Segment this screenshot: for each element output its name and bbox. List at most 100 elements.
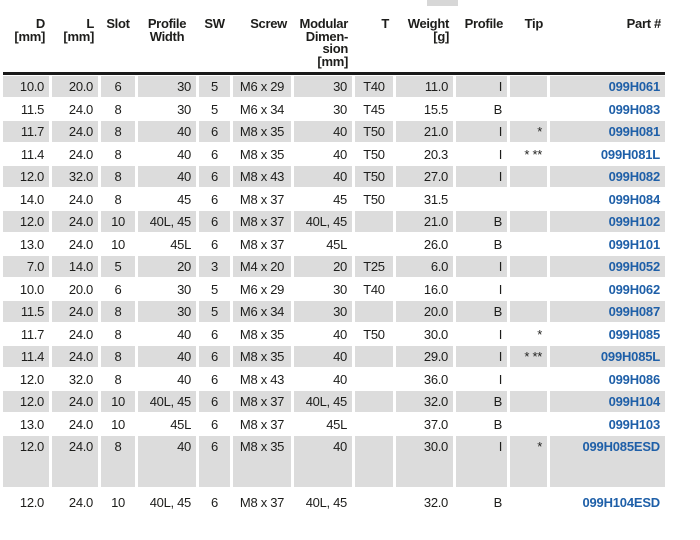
cell-profile: I xyxy=(498,146,503,162)
cell-tip xyxy=(510,166,547,187)
cell-slot: 10 xyxy=(111,416,125,432)
cell-sw: 6 xyxy=(211,236,218,252)
part-number-link[interactable]: 099H102 xyxy=(550,211,665,232)
cell-modular_dimension: 30 xyxy=(294,301,352,322)
cell-d: 10.0 xyxy=(19,281,44,297)
cell-l: 24.0 xyxy=(52,436,98,487)
cell-weight: 30.0 xyxy=(423,326,448,342)
cell-modular_dimension: 40 xyxy=(333,371,347,387)
cell-l: 14.0 xyxy=(52,256,98,277)
part-number-link[interactable]: 099H087 xyxy=(550,301,665,322)
part-number-link[interactable]: 099H052 xyxy=(550,256,665,277)
cell-d: 10.0 xyxy=(3,76,49,97)
cell-modular_dimension: 45 xyxy=(333,191,347,207)
cell-profile_width: 40 xyxy=(177,371,191,387)
cell-l: 24.0 xyxy=(68,146,93,162)
cell-weight: 27.0 xyxy=(396,166,453,187)
cell-modular_dimension: 20 xyxy=(294,256,352,277)
cell-screw: M6 x 29 xyxy=(233,76,291,97)
cell-tip: * xyxy=(510,436,547,487)
cell-tip xyxy=(510,301,547,322)
cell-l: 20.0 xyxy=(52,76,98,97)
part-number-link[interactable]: 099H085L xyxy=(550,346,665,367)
cell-t: T50 xyxy=(363,326,385,342)
cell-profile_width: 40L, 45 xyxy=(149,495,192,510)
cell-sw: 6 xyxy=(211,191,218,207)
cell-weight: 29.0 xyxy=(396,346,453,367)
cell-sw: 5 xyxy=(199,301,230,322)
cell-weight: 11.0 xyxy=(396,76,453,97)
cell-screw: M4 x 20 xyxy=(233,256,291,277)
cell-t xyxy=(355,301,393,322)
cell-profile: B xyxy=(493,416,503,432)
cell-screw: M8 x 37 xyxy=(239,191,285,207)
part-number-link[interactable]: 099H104ESD xyxy=(582,495,661,510)
part-number-link[interactable]: 099H085 xyxy=(608,326,661,342)
col-header-weight: Weight [g] xyxy=(407,16,450,44)
col-header-t: T xyxy=(381,16,389,31)
cell-weight: 26.0 xyxy=(423,236,448,252)
cell-slot: 5 xyxy=(101,256,135,277)
cell-t: T50 xyxy=(355,166,393,187)
cell-d: 14.0 xyxy=(19,191,44,207)
cell-l: 32.0 xyxy=(68,371,93,387)
cell-t: T25 xyxy=(355,256,393,277)
cell-sw: 6 xyxy=(211,146,218,162)
cell-t: T40 xyxy=(355,76,393,97)
cell-profile_width: 45 xyxy=(177,191,191,207)
cell-d: 11.4 xyxy=(3,346,49,367)
cell-tip: * ** xyxy=(510,346,547,367)
col-header-tip: Tip xyxy=(524,16,544,31)
cell-slot: 10 xyxy=(111,236,125,252)
part-number-link[interactable]: 099H103 xyxy=(608,416,661,432)
part-number-link[interactable]: 099H104 xyxy=(550,391,665,412)
cell-t xyxy=(355,436,393,487)
cell-modular_dimension: 30 xyxy=(294,76,352,97)
cell-sw: 5 xyxy=(211,281,218,297)
cell-d: 12.0 xyxy=(19,495,44,510)
cell-tip xyxy=(510,279,547,300)
cell-profile_width: 40 xyxy=(138,121,196,142)
cell-profile: I xyxy=(498,371,503,387)
cell-profile_width: 30 xyxy=(138,301,196,322)
cell-l: 24.0 xyxy=(52,346,98,367)
cell-sw: 6 xyxy=(211,416,218,432)
cell-l: 24.0 xyxy=(68,416,93,432)
part-number-link[interactable]: 099H061 xyxy=(550,76,665,97)
cell-tip xyxy=(510,414,547,435)
part-number-link[interactable]: 099H082 xyxy=(550,166,665,187)
cell-weight: 16.0 xyxy=(423,281,448,297)
cell-sw: 6 xyxy=(199,346,230,367)
part-number-link[interactable]: 099H081 xyxy=(550,121,665,142)
cell-t: T40 xyxy=(363,281,385,297)
cell-sw: 6 xyxy=(211,495,218,510)
cell-tip: * xyxy=(510,121,547,142)
cell-t xyxy=(355,211,393,232)
cell-d: 11.4 xyxy=(20,146,44,162)
part-number-link[interactable]: 099H081L xyxy=(600,146,660,162)
cell-tip xyxy=(510,234,547,255)
cell-modular_dimension: 45L xyxy=(326,236,347,252)
cell-modular_dimension: 40 xyxy=(294,346,352,367)
part-number-link[interactable]: 099H086 xyxy=(608,371,661,387)
cell-t: T50 xyxy=(363,146,385,162)
cell-tip xyxy=(510,391,547,412)
part-number-link[interactable]: 099H085ESD xyxy=(550,436,665,487)
col-header-modular_dimension: Modular Dimen- sion [mm] xyxy=(299,16,349,69)
part-number-link[interactable]: 099H084 xyxy=(608,191,661,207)
cell-modular_dimension: 40 xyxy=(294,166,352,187)
cell-screw: M8 x 37 xyxy=(239,495,285,510)
part-number-link[interactable]: 099H101 xyxy=(608,236,661,252)
cell-profile_width: 20 xyxy=(138,256,196,277)
part-number-link[interactable]: 099H062 xyxy=(608,281,661,297)
cell-tip xyxy=(510,76,547,97)
cell-weight: 21.0 xyxy=(396,211,453,232)
part-number-link[interactable]: 099H083 xyxy=(608,101,661,117)
cell-l: 24.0 xyxy=(52,121,98,142)
cell-profile: I xyxy=(498,281,503,297)
cell-profile: I xyxy=(456,436,507,487)
cell-sw: 6 xyxy=(199,391,230,412)
cell-l: 24.0 xyxy=(68,326,93,342)
cell-sw: 5 xyxy=(211,101,218,117)
